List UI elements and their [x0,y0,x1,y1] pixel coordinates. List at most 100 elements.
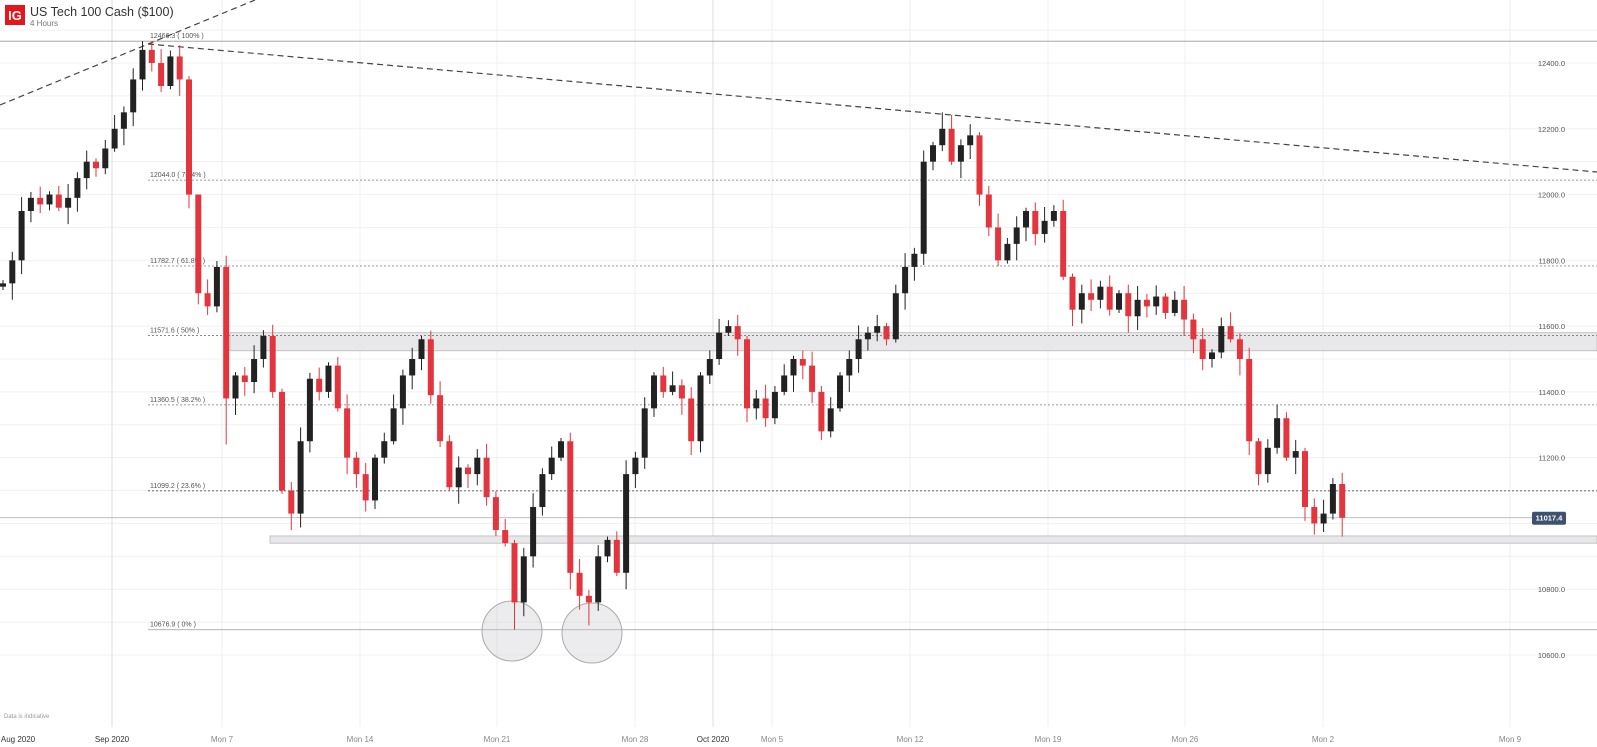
candle [1320,499,1327,533]
candle [771,385,778,425]
candle-body [204,293,211,307]
candle [409,347,416,390]
candle [818,385,825,440]
candle [390,394,397,445]
candle [1088,279,1095,311]
x-tick-label: Mon 7 [211,735,234,744]
candle [1153,285,1160,315]
fib-level-label: 11571.6 ( 50% ) [150,327,199,334]
candle-body [641,408,648,458]
candle-body [1097,286,1104,300]
candle [1050,205,1057,227]
candle [799,350,806,380]
candle [558,437,564,461]
candle-body [1199,339,1206,360]
candle [1143,293,1150,318]
candle-body [130,79,137,113]
candle-body [864,332,871,340]
candle [985,186,992,237]
candle [697,372,704,453]
candle-body [195,194,202,294]
candle-body [957,145,964,162]
candle [1329,478,1336,520]
candle [1106,275,1113,316]
candle-body [93,161,99,169]
candle [1246,347,1253,456]
candle-body [288,490,295,514]
candle [325,362,332,398]
candle-body [1209,352,1215,360]
x-tick-label: Mon 14 [347,735,374,744]
candle-body [744,339,750,409]
candle-body [390,408,397,442]
candle-body [418,339,425,360]
candle-body [576,572,583,596]
candle [790,355,797,392]
candle [186,76,192,209]
candle-body [567,441,574,573]
candle [669,371,676,396]
candle-body [269,335,276,392]
candle [1311,498,1318,535]
candle [511,539,518,630]
candle-body [18,211,25,261]
candle [809,351,816,404]
y-tick-label: 12400.0 [1538,59,1565,68]
candle-body [46,194,53,205]
candle [1078,284,1085,324]
candle-body [1078,293,1085,310]
candle-body [213,266,220,307]
candle-body [706,359,713,376]
candle-body [539,474,546,508]
candle [1227,312,1234,343]
candle-body [241,375,248,383]
candle [139,41,146,91]
candle [874,314,881,342]
candle [939,112,946,152]
fib-level-label: 11360.5 ( 38.2% ) [150,397,205,404]
candle [65,184,72,225]
candle [1116,289,1122,313]
candle-body [1236,339,1243,360]
last-price-label: 11017.4 [1536,514,1564,523]
candle-body [260,335,267,360]
candle-body [1004,243,1011,261]
candle [353,451,360,488]
candle [1023,207,1029,242]
candle [0,280,6,290]
candle [362,462,369,512]
candle-body [827,408,834,432]
candle [344,394,351,475]
candle-body [362,474,369,501]
y-tick-label: 10600.0 [1538,651,1565,660]
candle [492,491,499,536]
candle [55,186,62,212]
candle-body [874,326,881,333]
y-tick-label: 11400.0 [1538,388,1565,397]
candle-body [651,375,657,409]
candle-body [818,391,825,432]
candle [195,194,202,305]
candle [1218,317,1225,359]
candle [613,531,620,577]
y-tick-label: 10800.0 [1538,585,1565,594]
candle-body [158,63,165,87]
y-tick-label: 11600.0 [1538,322,1565,331]
candle [651,372,657,417]
candle [18,197,25,275]
x-tick-label: Mon 9 [1499,735,1522,744]
candle [548,446,555,481]
candle-body [976,135,983,195]
candle-body [55,194,62,208]
candle [9,251,16,300]
candle [530,493,537,568]
double-bottom-circle [561,602,623,664]
candle [223,255,230,445]
fib-level-label: 11782.7 ( 61.8% ) [150,258,205,265]
candle-body [1125,293,1132,317]
candle [204,279,211,315]
candle-body [753,398,760,409]
candle-body [520,556,527,603]
candle-body [734,326,741,340]
